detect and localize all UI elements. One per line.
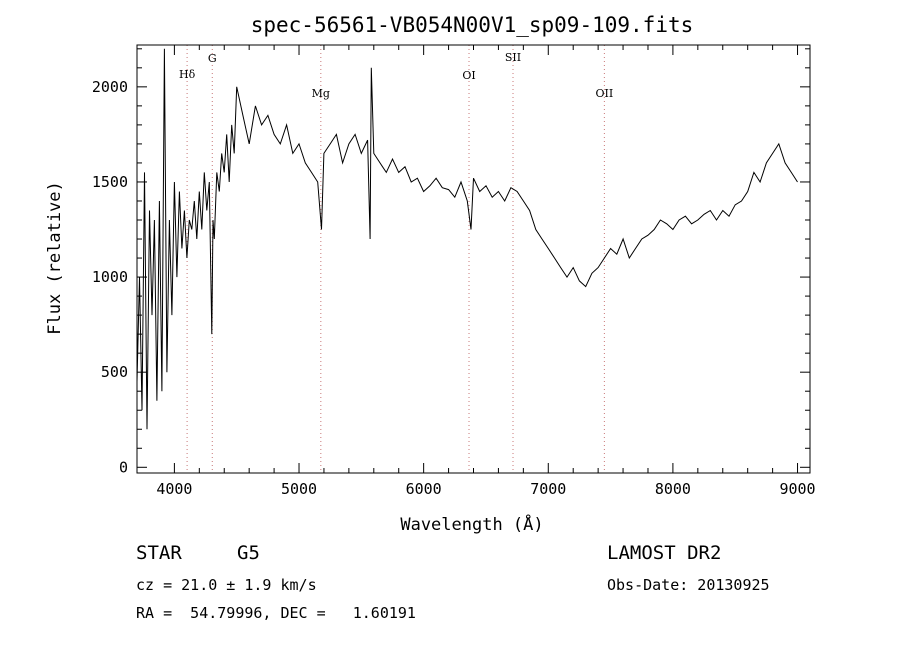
redshift-text: cz = 21.0 ± 1.9 km/s [136,576,317,594]
line-marker-label: OI [462,69,475,82]
line-marker-label: G [208,52,217,65]
x-axis-label: Wavelength (Å) [400,513,543,535]
obs-date-text: Obs-Date: 20130925 [607,576,770,594]
line-markers: Hδ G Mg OI SII OII [179,45,613,473]
y-tick-label: 500 [101,363,128,381]
line-marker-label: Hδ [179,68,196,81]
x-tick-label: 8000 [655,480,691,498]
survey-label: LAMOST DR2 [607,542,722,564]
x-tick-label: 9000 [779,480,815,498]
line-marker-label: SII [505,51,521,64]
x-tick-label: 4000 [156,480,192,498]
coordinates-text: RA = 54.79996, DEC = 1.60191 [136,604,416,622]
x-tick-label: 7000 [530,480,566,498]
object-subclass: G5 [237,542,260,564]
chart-title: spec-56561-VB054N00V1_sp09-109.fits [251,13,694,37]
plot-frame [136,44,811,474]
y-tick-label: 1500 [92,173,128,191]
line-marker-label: Mg [312,87,330,100]
y-axis-label: Flux (relative) [45,181,65,335]
x-tick-label: 6000 [406,480,442,498]
spectrum-series [136,48,798,430]
line-marker-label: OII [596,87,614,100]
axis-ticks: 4000 5000 6000 7000 8000 9000 0 500 1000 1500 2000 [92,45,816,498]
object-class: STAR [136,542,182,564]
y-tick-label: 0 [119,458,128,476]
y-tick-label: 1000 [92,268,128,286]
x-tick-label: 5000 [281,480,317,498]
y-tick-label: 2000 [92,78,128,96]
